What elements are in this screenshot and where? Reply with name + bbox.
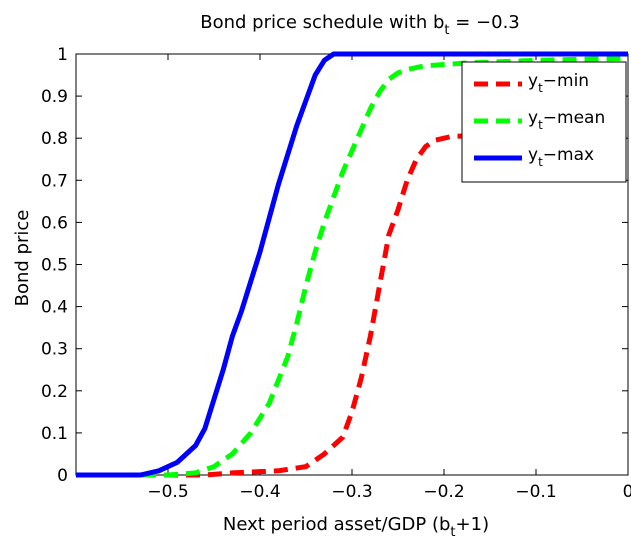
y-tick-label: 0.8 (41, 129, 68, 149)
x-axis-label-main: Next period asset/GDP (b (223, 514, 451, 535)
y-tick-label: 0.9 (41, 87, 68, 107)
y-tick-label: 0.7 (41, 171, 68, 191)
series-line-max (76, 51, 628, 478)
chart-title-main: Bond price schedule with b (200, 12, 444, 33)
x-tick-label: −0.5 (147, 482, 188, 502)
series-lines (76, 51, 628, 478)
x-tick-label: −0.2 (423, 482, 464, 502)
x-tick-label: −0.3 (331, 482, 372, 502)
ticks: −0.5 −0.4 −0.3 −0.2 −0.1 0 0 0.1 0.2 0.3 0.4 0.5 0.6… (41, 45, 631, 502)
legend-entry-label: yt−max (528, 145, 594, 169)
y-tick-label: 0.1 (41, 424, 68, 444)
chart-title: Bond price schedule with bt = −0.3 (200, 12, 520, 38)
legend-entry-label: yt−min (528, 71, 589, 95)
legend-box (461, 61, 627, 183)
legend-entry-label: yt−mean (528, 108, 605, 132)
x-axis-label-tail: +1) (456, 514, 490, 535)
y-tick-label: 0.2 (41, 382, 68, 402)
chart-title-tail: = −0.3 (450, 12, 520, 33)
y-tick-label: 0.5 (41, 256, 68, 276)
x-tick-label: 0 (623, 482, 631, 502)
series-line-min (76, 133, 628, 478)
x-tick-label: −0.4 (239, 482, 280, 502)
legend: yt−min yt−mean yt−max (461, 61, 627, 183)
x-axis-label-subscript: t (450, 525, 455, 540)
y-tick-label: 0 (57, 466, 68, 486)
y-tick-label: 1 (57, 45, 68, 65)
x-tick-label: −0.1 (515, 482, 556, 502)
series-line-mean (76, 55, 628, 478)
chart-title-subscript: t (444, 23, 449, 38)
y-tick-label: 0.3 (41, 340, 68, 360)
y-tick-label: 0.4 (41, 298, 68, 318)
y-tick-label: 0.6 (41, 213, 68, 233)
y-axis-label: Bond price (12, 210, 33, 307)
x-axis-label: Next period asset/GDP (bt+1) (223, 514, 489, 540)
